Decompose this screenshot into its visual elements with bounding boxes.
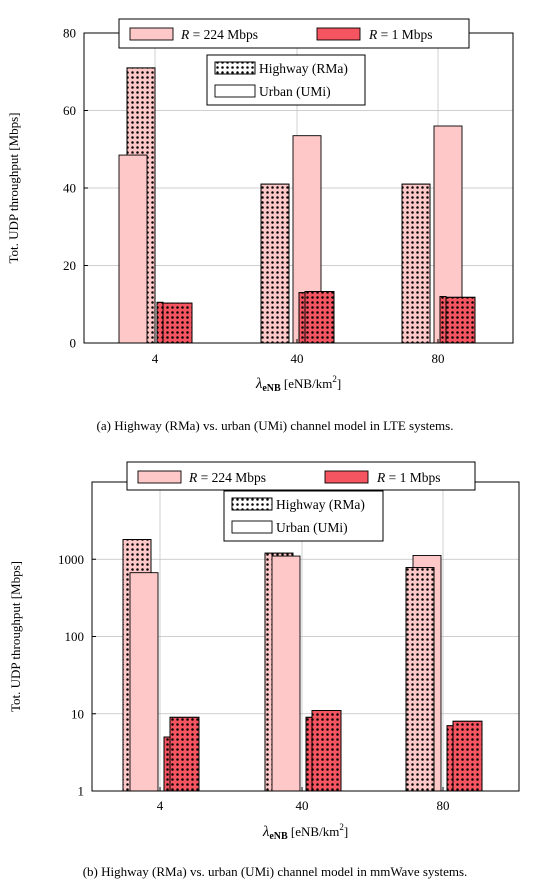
legend-swatch-urban <box>214 84 256 98</box>
x-axis-label: λeNB [eNB/km2] <box>262 822 348 842</box>
legend-label-low: R = 1 Mbps <box>376 470 441 485</box>
y-tick-label: 100 <box>65 629 85 644</box>
bar-low-urban-80-pattern <box>445 296 476 344</box>
legend-rate-box <box>126 461 476 491</box>
legend-low-rest: = 1 Mbps <box>385 470 440 485</box>
x-tick-label: 40 <box>291 351 304 366</box>
bar-high-urban-40 <box>271 555 301 792</box>
x-tick-label: 80 <box>437 798 450 813</box>
legend-swatch-highway-pattern <box>231 497 273 511</box>
legend-label-high: R = 224 Mbps <box>180 27 258 42</box>
caption-b: (b) Highway (RMa) vs. urban (UMi) channe… <box>82 864 468 879</box>
x-axis-unit-end: ] <box>337 376 341 391</box>
bar-low-highway-80-pattern <box>446 725 454 792</box>
y-tick-label: 80 <box>63 26 76 41</box>
y-tick-label: 10 <box>71 706 84 721</box>
x-axis-label: λeNB [eNB/km2] <box>255 374 341 394</box>
y-tick-label: 20 <box>63 258 76 273</box>
y-tick-label: 40 <box>63 181 76 196</box>
legend-swatch-high <box>129 27 174 41</box>
bar-low-highway-4-pattern <box>163 736 171 792</box>
caption-a: (a) Highway (RMa) vs. urban (UMi) channe… <box>96 418 454 433</box>
legend-swatch-highway-pattern <box>214 61 256 75</box>
y-tick-label: 1 <box>78 784 85 799</box>
x-tick-label: 80 <box>432 351 445 366</box>
legend-swatch-low <box>324 470 369 484</box>
x-axis-sup: 2 <box>339 822 344 832</box>
x-tick-label: 40 <box>296 798 309 813</box>
legend-high-var: R <box>180 27 190 42</box>
figure-b: 1 10 100 1000 4 40 80 Tot. UDP throughput [Mbps… <box>0 452 550 889</box>
y-tick-label: 1000 <box>58 552 84 567</box>
bar-high-urban-4 <box>118 154 148 344</box>
legend-high-var: R <box>188 470 198 485</box>
bar-high-urban-4 <box>129 572 159 792</box>
x-axis-unit: [eNB/km <box>288 824 340 839</box>
bar-high-highway-80-pattern <box>405 567 435 792</box>
bar-low-highway-40-pattern <box>305 716 313 792</box>
bar-low-urban-4-pattern <box>162 302 193 344</box>
legend-swatch-low <box>316 27 361 41</box>
y-tick-label: 0 <box>70 336 77 351</box>
y-axis-label: Tot. UDP throughput [Mbps] <box>8 561 23 712</box>
bar-low-highway-80-pattern <box>439 296 447 344</box>
legend-low-rest: = 1 Mbps <box>377 27 432 42</box>
legend-swatch-high <box>137 470 182 484</box>
bar-low-urban-40-pattern <box>311 710 342 792</box>
x-tick-label: 4 <box>152 351 159 366</box>
x-axis-lambda: λ <box>255 376 263 392</box>
y-tick-label: 60 <box>63 103 76 118</box>
legend-high-rest: = 224 Mbps <box>189 27 258 42</box>
legend-rate-box <box>118 18 470 49</box>
x-axis-sub: eNB <box>269 831 288 842</box>
x-axis-unit-end: ] <box>344 824 348 839</box>
figure-a: 0 20 40 60 80 4 40 80 Tot. UDP throughput [Mbps]… <box>0 0 550 440</box>
bar-low-urban-80-pattern <box>452 720 483 792</box>
bar-high-highway-40-pattern <box>260 183 290 344</box>
legend-high-rest: = 224 Mbps <box>197 470 266 485</box>
legend-label-highway: Highway (RMa) <box>259 61 348 76</box>
bars <box>118 67 476 344</box>
legend-label-low: R = 1 Mbps <box>368 27 433 42</box>
legend-low-var: R <box>368 27 378 42</box>
x-axis-sub: eNB <box>262 383 281 394</box>
bar-low-urban-4-pattern <box>169 716 200 792</box>
x-axis-lambda: λ <box>262 824 270 840</box>
x-axis-unit: [eNB/km <box>281 376 333 391</box>
chart-b: 1 10 100 1000 4 40 80 Tot. UDP throughput [Mbps… <box>8 461 520 842</box>
legend-label-high: R = 224 Mbps <box>188 470 266 485</box>
bar-low-highway-40-pattern <box>298 292 306 344</box>
x-axis-sup: 2 <box>332 374 337 384</box>
bar-low-highway-4-pattern <box>156 301 164 344</box>
y-axis-label: Tot. UDP throughput [Mbps] <box>6 113 21 264</box>
legend-label-urban: Urban (UMi) <box>259 84 331 99</box>
legend-label-urban: Urban (UMi) <box>276 520 348 535</box>
bars <box>122 539 483 792</box>
bar-high-highway-80-pattern <box>401 183 431 344</box>
bar-low-urban-40-pattern <box>304 291 335 344</box>
legend-label-highway: Highway (RMa) <box>276 497 365 512</box>
x-tick-label: 4 <box>157 798 164 813</box>
legend-swatch-urban <box>231 520 273 534</box>
legend-low-var: R <box>376 470 386 485</box>
chart-a: 0 20 40 60 80 4 40 80 Tot. UDP throughput [Mbps]… <box>6 18 514 394</box>
